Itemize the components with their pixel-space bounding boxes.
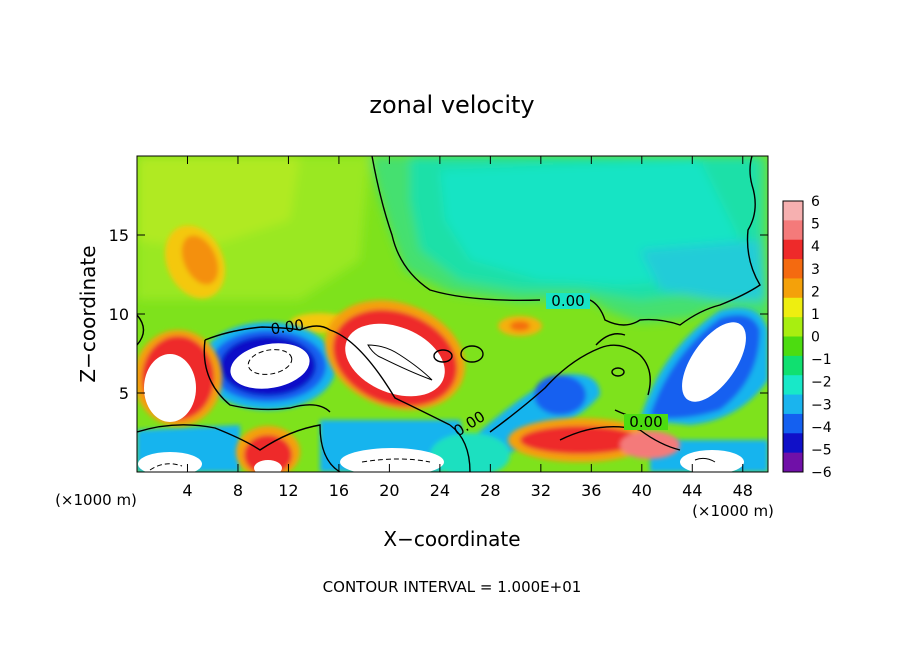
colorbar-tick-label: −5 [811, 442, 832, 458]
colorbar-tick-label: 1 [811, 307, 820, 323]
contour-interval-note: CONTOUR INTERVAL = 1.000E+01 [323, 578, 582, 596]
colorbar-tick-label: −1 [811, 352, 832, 368]
x-tick-label: 28 [480, 481, 500, 500]
x-axis-label: X−coordinate [383, 527, 520, 551]
colorbar-tick-label: 5 [811, 217, 820, 233]
field-upper [137, 156, 768, 322]
saturated-cores [138, 322, 746, 472]
colorbar-swatch [783, 239, 803, 260]
colorbar-frame [782, 200, 804, 473]
x-tick-label: 16 [329, 481, 349, 500]
colorbar-tick-label: 6 [811, 194, 820, 210]
y-tick-label: 15 [109, 226, 129, 245]
colorbar-swatch [783, 297, 803, 318]
core-negative [138, 452, 202, 472]
x-tick-label: 20 [379, 481, 399, 500]
y-axis: 5 10 15 [109, 226, 768, 403]
x-tick-label: 24 [430, 481, 450, 500]
colorbar-swatch [783, 201, 803, 221]
colorbar-tick-label: −2 [811, 375, 832, 391]
colorbar-tick-label: 4 [811, 239, 820, 255]
heatmap-field: 0.00 0.00 0.00 0.00 [137, 156, 768, 472]
core-positive [144, 354, 196, 422]
colorbar-tick-label: −3 [811, 397, 832, 413]
x-tick-label: 4 [182, 481, 192, 500]
colorbar-swatch [783, 317, 803, 337]
zero-contours [137, 156, 761, 472]
colorbar-swatch [783, 452, 803, 473]
x-tick-label: 32 [531, 481, 551, 500]
x-unit-left: (×1000 m) [55, 491, 137, 509]
y-tick-label: 5 [119, 384, 129, 403]
x-axis: 4 8 12 16 20 24 28 32 36 40 44 48 [182, 156, 753, 500]
colorbar-tick-label: −4 [811, 420, 832, 436]
x-tick-label: 8 [233, 481, 243, 500]
colorbar-swatch [783, 259, 803, 279]
contour-label: 0.00 [551, 292, 584, 310]
positive-contours [367, 344, 716, 463]
colorbar-tick-label: 0 [811, 330, 820, 346]
core-positive [254, 460, 282, 472]
colorbar-tick-label: −6 [811, 465, 832, 481]
negative-contours [149, 349, 431, 471]
x-tick-label: 44 [682, 481, 702, 500]
colorbar-tick-label: 3 [811, 262, 820, 278]
x-tick-label: 36 [581, 481, 601, 500]
contour-label: 0.00 [629, 413, 662, 431]
x-tick-label: 40 [632, 481, 652, 500]
colorbar-swatch [783, 355, 803, 376]
y-axis-label: Z−coordinate [76, 245, 100, 382]
colorbar-swatch [783, 278, 803, 299]
colorbar-swatch [783, 394, 803, 415]
colorbar-swatch [783, 336, 803, 357]
y-tick-label: 10 [109, 305, 129, 324]
colorbar: 6 5 4 3 2 1 0 −1 −2 −3 −4 −5 −6 [782, 194, 832, 481]
chart-title: zonal velocity [369, 91, 534, 119]
positive-anomaly-upper [164, 225, 542, 336]
colorbar-swatch [783, 375, 803, 396]
colorbar-tick-label: 2 [811, 284, 820, 300]
core-positive [345, 323, 445, 397]
x-unit-right: (×1000 m) [692, 502, 774, 520]
contour-label: 0.00 [270, 316, 306, 338]
colorbar-swatch [783, 433, 803, 454]
colorbar-swatch [783, 413, 803, 434]
core-negative [340, 448, 444, 472]
colorbar-swatch [783, 220, 803, 241]
core-negative [682, 322, 746, 402]
core-negative [680, 450, 744, 472]
x-tick-label: 48 [733, 481, 753, 500]
x-tick-label: 12 [278, 481, 298, 500]
